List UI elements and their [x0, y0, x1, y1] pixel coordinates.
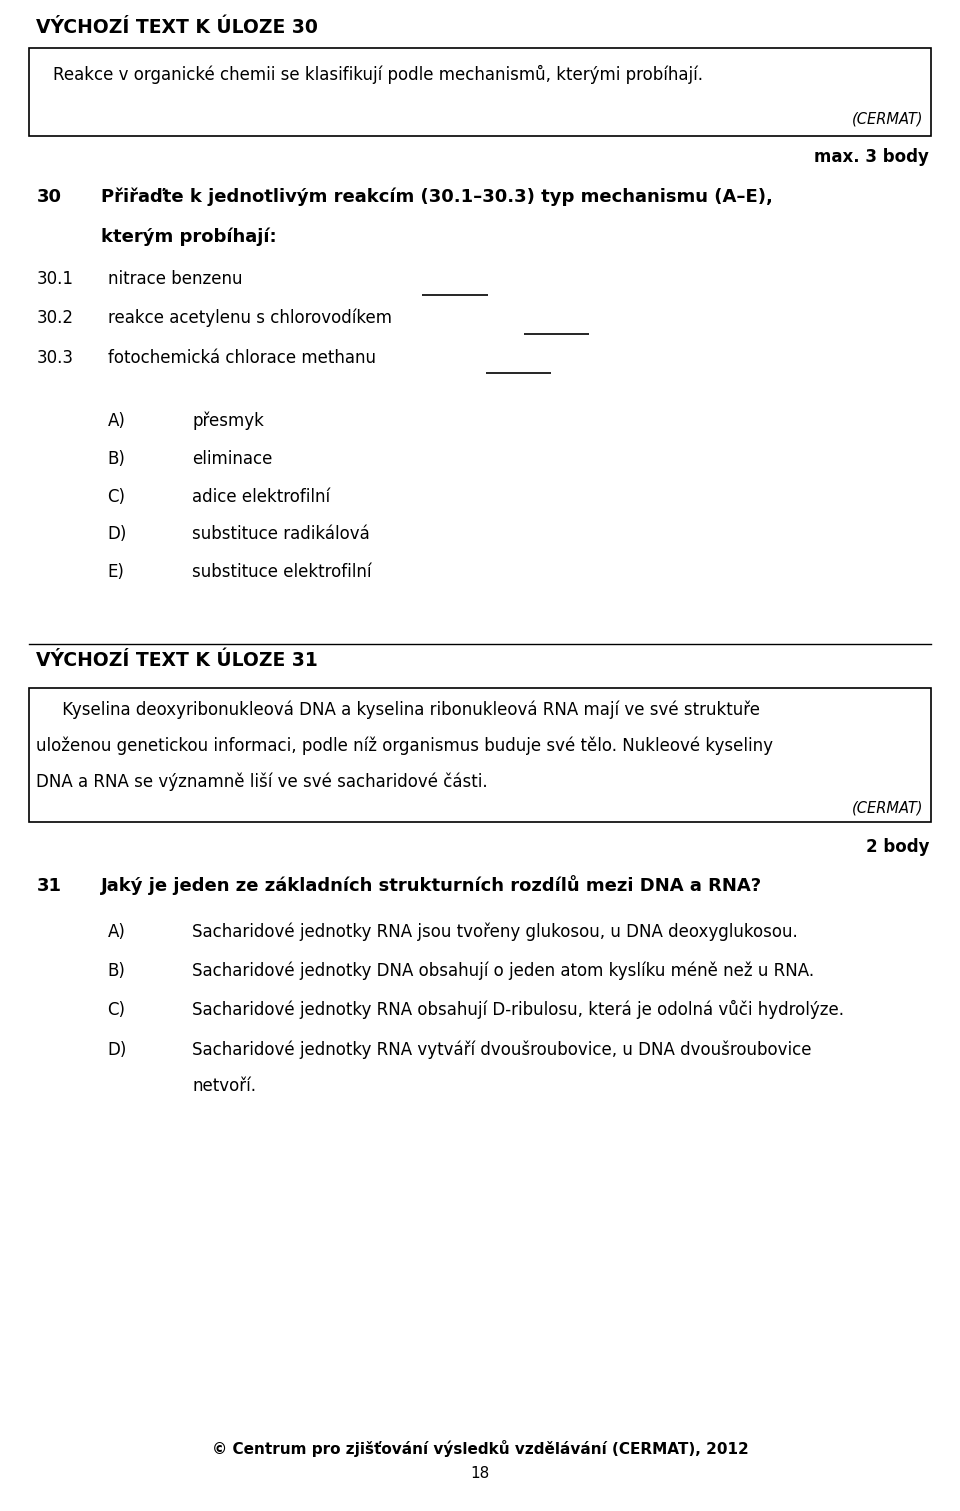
- Text: netvoří.: netvoří.: [192, 1077, 256, 1095]
- Text: adice elektrofilní: adice elektrofilní: [192, 488, 330, 506]
- Text: 30: 30: [36, 189, 61, 207]
- Text: fotochemická chlorace methanu: fotochemická chlorace methanu: [108, 349, 375, 367]
- Text: 30.2: 30.2: [36, 310, 74, 328]
- Text: reakce acetylenu s chlorovodíkem: reakce acetylenu s chlorovodíkem: [108, 308, 392, 328]
- Text: D): D): [108, 526, 127, 544]
- Text: kterým probíhají:: kterým probíhají:: [101, 227, 276, 246]
- Bar: [29, 688, 931, 822]
- Text: Sacharidové jednotky RNA jsou tvořeny glukosou, u DNA deoxyglukosou.: Sacharidové jednotky RNA jsou tvořeny gl…: [192, 922, 798, 941]
- Text: 30.1: 30.1: [36, 270, 74, 289]
- Bar: [29, 48, 931, 136]
- Text: © Centrum pro zjišťování výsledků vzdělávání (CERMAT), 2012: © Centrum pro zjišťování výsledků vzdělá…: [211, 1440, 749, 1457]
- Text: Sacharidové jednotky RNA obsahují D-ribulosu, která je odolná vůči hydrolýze.: Sacharidové jednotky RNA obsahují D-ribu…: [192, 1000, 844, 1020]
- Text: Sacharidové jednotky DNA obsahují o jeden atom kyslíku méně než u RNA.: Sacharidové jednotky DNA obsahují o jede…: [192, 961, 814, 981]
- Text: 31: 31: [36, 878, 61, 896]
- Text: uloženou genetickou informaci, podle níž organismus buduje své tělo. Nukleové ky: uloženou genetickou informaci, podle níž…: [36, 736, 774, 756]
- Text: Reakce v organické chemii se klasifikují podle mechanismů, kterými probíhají.: Reakce v organické chemii se klasifikují…: [53, 65, 703, 85]
- Text: max. 3 body: max. 3 body: [814, 148, 929, 166]
- Text: (CERMAT): (CERMAT): [852, 801, 924, 816]
- Text: E): E): [108, 564, 125, 582]
- Text: Přiřaďte k jednotlivým reakcím (30.1–30.3) typ mechanismu (A–E),: Přiřaďte k jednotlivým reakcím (30.1–30.…: [101, 187, 773, 207]
- Text: eliminace: eliminace: [192, 450, 273, 468]
- Text: DNA a RNA se významně liší ve své sacharidové části.: DNA a RNA se významně liší ve své sachar…: [36, 772, 488, 792]
- Text: Sacharidové jednotky RNA vytváří dvoušroubovice, u DNA dvoušroubovice: Sacharidové jednotky RNA vytváří dvoušro…: [192, 1040, 811, 1059]
- Text: přesmyk: přesmyk: [192, 411, 264, 431]
- Text: (CERMAT): (CERMAT): [852, 112, 924, 127]
- Text: nitrace benzenu: nitrace benzenu: [108, 270, 242, 289]
- Text: A): A): [108, 923, 126, 941]
- Text: D): D): [108, 1041, 127, 1059]
- Text: Jaký je jeden ze základních strukturních rozdílů mezi DNA a RNA?: Jaký je jeden ze základních strukturních…: [101, 875, 762, 896]
- Text: VÝCHOZÍ TEXT K ÚLOZE 31: VÝCHOZÍ TEXT K ÚLOZE 31: [36, 651, 318, 671]
- Text: C): C): [108, 488, 126, 506]
- Text: 2 body: 2 body: [866, 839, 929, 857]
- Text: B): B): [108, 450, 126, 468]
- Text: substituce radikálová: substituce radikálová: [192, 526, 370, 544]
- Text: VÝCHOZÍ TEXT K ÚLOZE 30: VÝCHOZÍ TEXT K ÚLOZE 30: [36, 18, 319, 38]
- Text: C): C): [108, 1002, 126, 1020]
- Text: substituce elektrofilní: substituce elektrofilní: [192, 564, 372, 582]
- Text: Kyselina deoxyribonukleová DNA a kyselina ribonukleová RNA mají ve své struktuře: Kyselina deoxyribonukleová DNA a kyselin…: [36, 700, 760, 719]
- Text: 18: 18: [470, 1466, 490, 1481]
- Text: 30.3: 30.3: [36, 349, 74, 367]
- Text: B): B): [108, 963, 126, 981]
- Text: A): A): [108, 413, 126, 431]
